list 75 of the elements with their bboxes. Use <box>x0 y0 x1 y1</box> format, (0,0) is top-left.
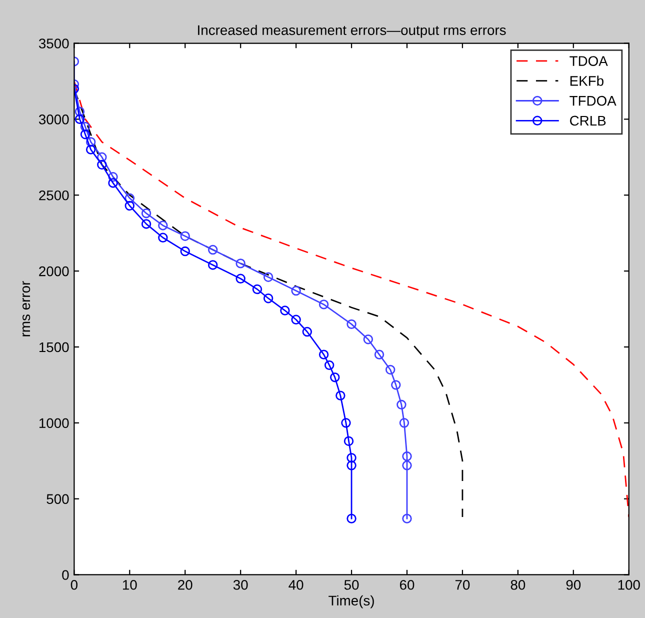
x-tick-label: 60 <box>400 580 414 590</box>
point <box>180 231 190 241</box>
point <box>341 418 351 428</box>
point <box>402 460 412 470</box>
y-tick-label: 2000 <box>39 266 69 276</box>
point <box>86 144 96 154</box>
point <box>97 152 107 162</box>
point <box>346 514 356 524</box>
legend-label: CRLB <box>570 116 606 126</box>
y-tick-label: 2500 <box>39 190 69 200</box>
point <box>318 350 329 360</box>
x-tick-label: 70 <box>455 580 470 590</box>
point <box>108 172 118 182</box>
point <box>208 244 218 255</box>
y-tick-label: 0 <box>62 570 69 580</box>
point <box>263 294 274 304</box>
point <box>374 350 384 360</box>
y-tick-label: 500 <box>46 494 69 504</box>
chart-title: Increased measurement errors—output rms errors <box>198 24 506 38</box>
point <box>236 258 246 268</box>
point <box>97 160 107 170</box>
point <box>74 106 85 116</box>
x-tick-label: 40 <box>288 580 304 590</box>
point <box>324 360 334 370</box>
x-axis-title: Time(s) <box>328 595 374 608</box>
legend-label: EKFb <box>570 76 604 86</box>
legend-label: TFDOA <box>570 96 616 106</box>
x-tick-label: 90 <box>566 580 581 590</box>
y-axis-title: rms error <box>22 281 30 336</box>
point <box>402 514 412 524</box>
point <box>236 274 246 284</box>
point <box>291 286 301 296</box>
point <box>396 400 406 410</box>
x-tick-label: 0 <box>70 580 78 590</box>
point <box>330 372 340 382</box>
point <box>402 451 412 462</box>
point <box>302 326 312 337</box>
point <box>80 130 90 140</box>
point <box>399 418 410 428</box>
y-tick-label: 3500 <box>38 38 69 48</box>
x-tick-label: 80 <box>510 580 526 590</box>
y-tick-label: 1000 <box>39 418 69 428</box>
point <box>141 219 152 229</box>
point <box>158 232 168 242</box>
point <box>346 319 356 330</box>
x-tick-label: 30 <box>233 580 248 590</box>
point <box>124 193 135 204</box>
point <box>180 246 190 256</box>
point <box>346 452 356 463</box>
x-tick-label: 20 <box>178 580 192 590</box>
point <box>280 306 290 316</box>
point <box>80 122 90 132</box>
point <box>336 390 346 400</box>
point <box>391 380 401 390</box>
x-tick-label: 10 <box>122 580 137 590</box>
point <box>318 300 329 310</box>
point <box>158 220 168 230</box>
point <box>346 460 356 470</box>
point <box>344 436 354 446</box>
point <box>252 284 262 294</box>
point <box>208 260 218 270</box>
point <box>263 272 274 282</box>
point <box>385 364 396 375</box>
point <box>108 178 118 188</box>
y-tick-label: 1500 <box>39 342 69 352</box>
point <box>124 200 135 211</box>
point <box>291 314 301 324</box>
x-tick-label: 50 <box>344 580 359 590</box>
point <box>141 208 152 218</box>
point <box>86 137 96 147</box>
x-tick-label: 100 <box>618 580 640 590</box>
point <box>74 114 85 124</box>
legend-label: TDOA <box>570 56 608 66</box>
y-tick-label: 3000 <box>38 114 69 124</box>
point <box>363 334 374 344</box>
